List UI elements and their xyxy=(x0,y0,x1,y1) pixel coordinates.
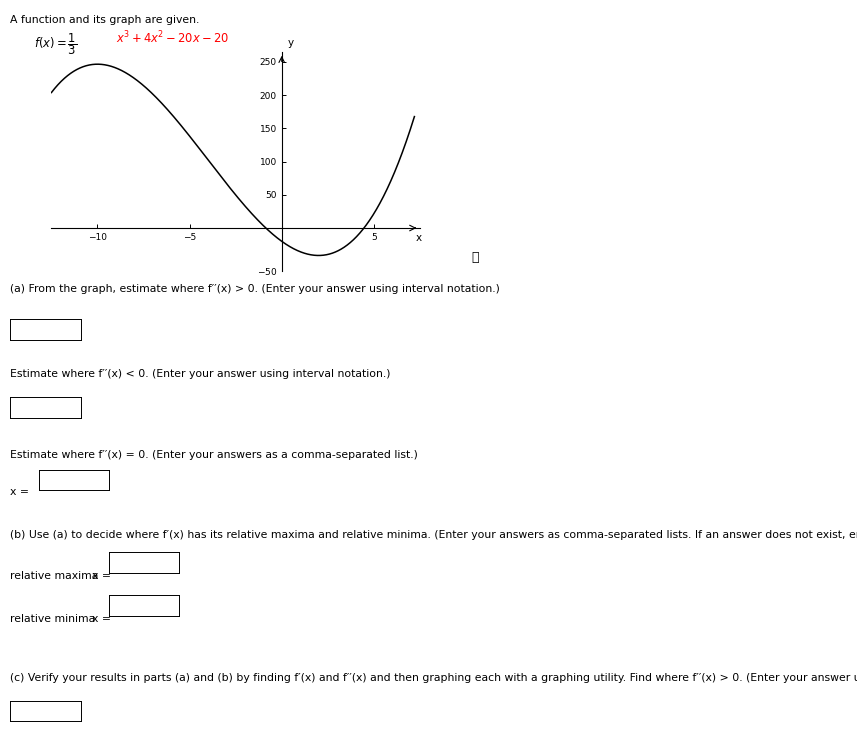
Text: x =: x = xyxy=(10,487,29,496)
Text: (c) Verify your results in parts (a) and (b) by finding f′(x) and f′′(x) and the: (c) Verify your results in parts (a) and… xyxy=(10,673,857,683)
Text: (b) Use (a) to decide where f′(x) has its relative maxima and relative minima. (: (b) Use (a) to decide where f′(x) has it… xyxy=(10,530,857,539)
Text: Estimate where f′′(x) < 0. (Enter your answer using interval notation.): Estimate where f′′(x) < 0. (Enter your a… xyxy=(10,369,391,379)
Text: x =: x = xyxy=(92,571,111,580)
Text: relative minima: relative minima xyxy=(10,614,95,623)
Text: $f(x) = \dfrac{1}{3}$: $f(x) = \dfrac{1}{3}$ xyxy=(34,31,77,56)
Text: relative maxima: relative maxima xyxy=(10,571,99,580)
Text: Estimate where f′′(x) = 0. (Enter your answers as a comma-separated list.): Estimate where f′′(x) = 0. (Enter your a… xyxy=(10,450,418,459)
Text: $-50$: $-50$ xyxy=(257,266,277,277)
Text: ⓘ: ⓘ xyxy=(471,251,479,264)
Text: A function and its graph are given.: A function and its graph are given. xyxy=(10,15,200,25)
Text: y: y xyxy=(288,39,294,48)
Text: (a) From the graph, estimate where f′′(x) > 0. (Enter your answer using interval: (a) From the graph, estimate where f′′(x… xyxy=(10,284,500,293)
Text: x: x xyxy=(416,233,422,244)
Text: $x^3 + 4x^2 - 20x - 20$: $x^3 + 4x^2 - 20x - 20$ xyxy=(116,30,229,46)
Text: x =: x = xyxy=(92,614,111,623)
